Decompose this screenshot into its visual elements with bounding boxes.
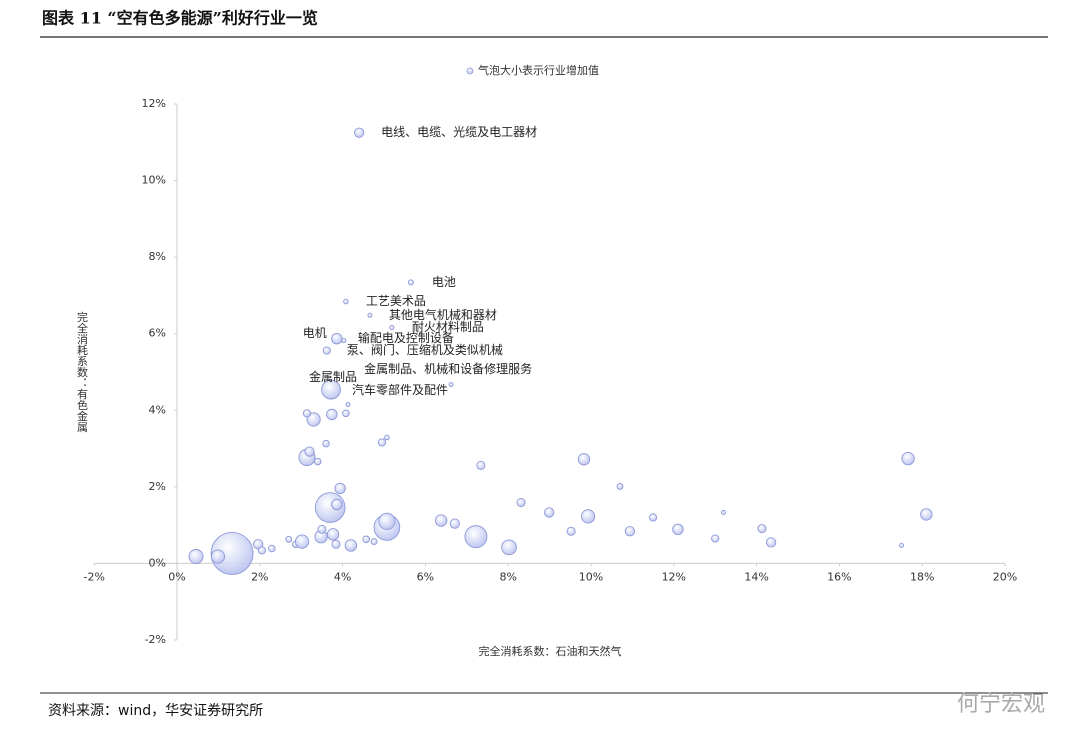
x-tick-label: 12% <box>662 570 686 583</box>
bubble <box>449 518 460 529</box>
x-tick-label: 14% <box>744 570 768 583</box>
bubble <box>341 338 347 344</box>
x-tick-label: 6% <box>417 570 434 583</box>
x-axis-label: 完全消耗系数：石油和天然气 <box>479 644 622 658</box>
figure-title: 图表 11 “空有色多能源”利好行业一览 <box>42 9 318 28</box>
x-tick-label: -2% <box>83 570 104 583</box>
y-tick-label: 8% <box>149 250 166 263</box>
bubble-label: 泵、阀门、压缩机及类似机械 <box>347 342 503 357</box>
bubble <box>268 544 276 553</box>
bubble <box>721 510 726 515</box>
y-tick-label: 2% <box>149 480 166 493</box>
x-tick-label: 18% <box>910 570 934 583</box>
y-tick-label: 4% <box>149 403 166 416</box>
source-note: 资料来源：wind，华安证券研究所 <box>48 703 263 719</box>
y-axis-label: 完全消耗系数：有色金属 <box>76 310 89 433</box>
bubble <box>757 524 767 534</box>
x-tick-label: 4% <box>334 570 351 583</box>
bubble <box>370 538 378 546</box>
bubble <box>313 457 322 466</box>
bubble <box>321 379 341 400</box>
bubble <box>306 412 321 427</box>
bubble <box>331 539 341 549</box>
bubble <box>616 483 624 490</box>
bubble-label: 电线、电缆、光缆及电工器材 <box>381 125 537 139</box>
bubble <box>188 549 204 565</box>
bubble <box>367 312 373 318</box>
y-tick-label: 10% <box>142 174 166 187</box>
bubble <box>566 526 576 536</box>
bubble <box>577 453 591 466</box>
bubble <box>581 509 596 524</box>
y-tick-label: -2% <box>145 633 166 646</box>
bubble <box>434 514 448 527</box>
bubble <box>378 512 396 530</box>
bubble-label: 电池 <box>432 275 456 289</box>
bubble <box>624 526 636 537</box>
y-tick-label: 12% <box>142 97 166 110</box>
bubble-label: 工艺美术品 <box>366 294 426 308</box>
bubble <box>326 528 340 541</box>
bubble <box>407 279 414 286</box>
x-tick-label: 2% <box>251 570 268 583</box>
bubble <box>920 508 933 521</box>
bubble <box>322 346 331 355</box>
bubble <box>285 535 293 543</box>
x-tick-label: 20% <box>993 570 1017 583</box>
x-tick-label: 10% <box>579 570 603 583</box>
y-tick-label: 0% <box>149 556 166 569</box>
bubble <box>901 451 915 466</box>
bubble <box>294 534 310 549</box>
bubble <box>765 537 777 548</box>
bubble <box>326 408 338 421</box>
bubble <box>899 542 904 548</box>
bubble-label: 金属制品、机械和设备修理服务 <box>364 361 532 376</box>
bubble <box>377 438 387 447</box>
bubble <box>343 298 349 305</box>
x-tick-label: 0% <box>168 570 185 583</box>
bubble-label: 输配电及控制设备 <box>358 330 454 345</box>
bubble <box>302 409 312 418</box>
bubble <box>362 535 370 544</box>
bubble <box>384 434 390 441</box>
legend-label: 气泡大小表示行业增加值 <box>478 63 599 77</box>
bubble-label: 电机 <box>303 326 327 340</box>
bubble <box>317 524 327 534</box>
bubble <box>257 546 266 555</box>
bubble <box>210 549 226 564</box>
bubble <box>516 498 526 508</box>
legend-marker <box>466 67 474 75</box>
bubble <box>501 539 517 556</box>
x-tick-label: 8% <box>499 570 516 583</box>
bubble <box>389 325 395 331</box>
bubble-label: 其他电气机械和器材 <box>389 307 497 322</box>
bubble <box>334 482 346 495</box>
bubble <box>476 460 486 470</box>
bubble <box>544 507 555 518</box>
bubble <box>354 127 365 138</box>
bubble <box>331 498 343 511</box>
bubble <box>344 539 358 552</box>
bubble <box>322 439 330 448</box>
bubble <box>711 534 720 543</box>
bubble <box>342 409 350 418</box>
watermark: 何宁宏观 <box>957 692 1045 717</box>
bubble <box>448 382 454 388</box>
bubble-label: 耐火材料制品 <box>412 320 484 334</box>
bubble <box>672 523 684 536</box>
bubble-label: 金属制品 <box>309 369 357 384</box>
bubble <box>210 532 254 575</box>
bubble <box>464 525 488 549</box>
x-tick-label: 16% <box>827 570 851 583</box>
y-tick-label: 6% <box>149 327 166 340</box>
bubble <box>345 402 351 407</box>
bubble <box>331 332 343 345</box>
bubble <box>649 513 658 522</box>
bubble-label: 汽车零部件及配件 <box>352 382 448 397</box>
bubble <box>304 446 315 457</box>
